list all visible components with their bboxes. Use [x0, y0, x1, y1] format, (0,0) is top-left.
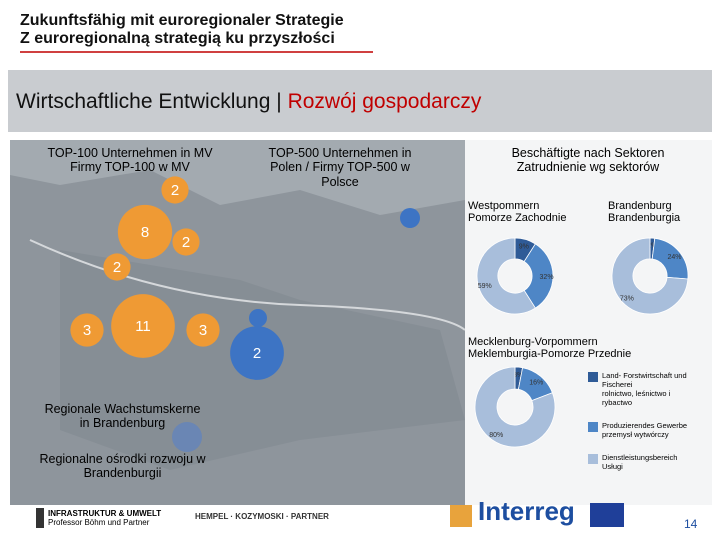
bubble-label: 2	[182, 234, 190, 251]
bubble	[230, 326, 284, 380]
sectors-title: Beschäftigte nach Sektoren Zatrudnienie …	[470, 146, 706, 175]
donut-label: 2%	[647, 243, 657, 250]
section-title: Wirtschaftliche Entwicklung | Rozwój gos…	[16, 90, 481, 114]
legend-swatch	[588, 422, 598, 432]
text: INFRASTRUKTUR & UMWELT	[48, 509, 162, 518]
region-name: Meklemburgia-Pomorze Przednie	[468, 348, 632, 360]
bubble	[249, 309, 267, 327]
title: Zukunftsfähig mit euroregionaler Strateg…	[20, 12, 344, 29]
donut-segment	[474, 366, 556, 448]
donut-label: 24%	[667, 254, 681, 261]
text: Brandenburgii	[83, 466, 162, 481]
bubble	[103, 253, 131, 281]
legend-text: rybactwo	[602, 398, 633, 407]
logo-mark	[450, 505, 472, 527]
text: Regionale Wachstumskerne	[44, 402, 201, 416]
donut-label: 32%	[540, 274, 554, 281]
legend-text: Fischerei	[602, 380, 633, 389]
text: Polsce	[321, 174, 359, 189]
right-panel	[465, 140, 712, 505]
region-name: Brandenburg	[608, 200, 672, 212]
bubble-label: 3	[199, 322, 207, 339]
text: TOP-100 Unternehmen in MV	[47, 146, 213, 160]
bubble	[400, 208, 420, 228]
text: Zatrudnienie wg sektorów	[516, 160, 660, 175]
legend-text: przemysł wytwórczy	[602, 430, 669, 439]
donut-segment	[476, 237, 536, 315]
section-de: Wirtschaftliche Entwicklung |	[16, 90, 282, 113]
bubble	[161, 176, 189, 204]
bubble-label: 2	[253, 345, 261, 362]
region-name: Westpommern	[468, 200, 540, 212]
bubble-label: 2	[171, 182, 179, 199]
bubble	[172, 422, 202, 452]
bubble-label: 3	[83, 322, 91, 339]
legend-text: Dienstleistungsbereich	[602, 453, 678, 462]
donut-label: 59%	[478, 283, 492, 290]
legend-swatch	[588, 454, 598, 464]
bubble	[172, 228, 200, 256]
donut-segment	[611, 237, 689, 315]
sea	[10, 140, 465, 215]
interreg-logo: Interreg	[478, 496, 575, 526]
bubble	[70, 313, 104, 347]
donut-label: 16%	[529, 380, 543, 387]
bubble	[186, 313, 220, 347]
legend-text: Usługi	[602, 462, 623, 471]
text: in Brandenburg	[79, 416, 166, 431]
growth-de: Regionale Wachstumskerne in Brandenburg	[10, 402, 235, 431]
title: Z euroregionalną strategią ku przyszłośc…	[20, 30, 335, 48]
logo2: HEMPEL · KOZYMOSKI · PARTNER	[195, 512, 329, 521]
logo1: INFRASTRUKTUR & UMWELT Professor Böhm un…	[36, 509, 161, 527]
donut-segment	[523, 243, 554, 309]
legend-text: Produzierendes Gewerbe	[602, 421, 688, 430]
top100: TOP-100 Unternehmen in MV Firmy TOP-100 …	[15, 146, 245, 175]
region-name: Mecklenburg-Vorpommern	[468, 336, 598, 348]
bubble	[117, 204, 173, 260]
region-name: Pomorze Zachodnie	[468, 212, 567, 224]
growth-pl: Regionalne ośrodki rozwoju w Brandenburg…	[10, 452, 235, 481]
donut-label: 80%	[489, 432, 503, 439]
bubble-label: 2	[113, 259, 121, 276]
section-pl: Rozwój gospodarczy	[287, 90, 482, 113]
text: Professor Böhm und Partner	[48, 518, 150, 528]
donut-label: 3%	[513, 372, 523, 379]
donut-label: 9%	[519, 244, 529, 251]
logo-mark	[36, 508, 44, 528]
header: Zukunftsfähig mit euroregionaler Strateg…	[20, 12, 344, 49]
legend-text: rolnictwo, leśnictwo i	[602, 389, 671, 398]
bubble-label: 11	[135, 318, 151, 335]
page-number: 14	[684, 517, 698, 531]
section-band	[8, 70, 712, 132]
text: Polen / Firmy TOP-500 w	[270, 160, 410, 175]
donut-label: 73%	[620, 295, 634, 302]
text: Firmy TOP-100 w MV	[70, 160, 190, 175]
eu-flag	[590, 503, 624, 527]
text: Regionalne ośrodki rozwoju w	[39, 452, 206, 466]
top500: TOP-500 Unternehmen in Polen / Firmy TOP…	[245, 146, 435, 189]
bubble	[111, 294, 175, 358]
legend-text: Land- Forstwirtschaft und	[602, 371, 687, 380]
region-name: Brandenburgia	[608, 212, 681, 224]
legend-swatch	[588, 372, 598, 382]
text: Beschäftigte nach Sektoren	[511, 146, 665, 160]
bubble-label: 8	[141, 224, 149, 241]
text: TOP-500 Unternehmen in	[268, 146, 412, 160]
